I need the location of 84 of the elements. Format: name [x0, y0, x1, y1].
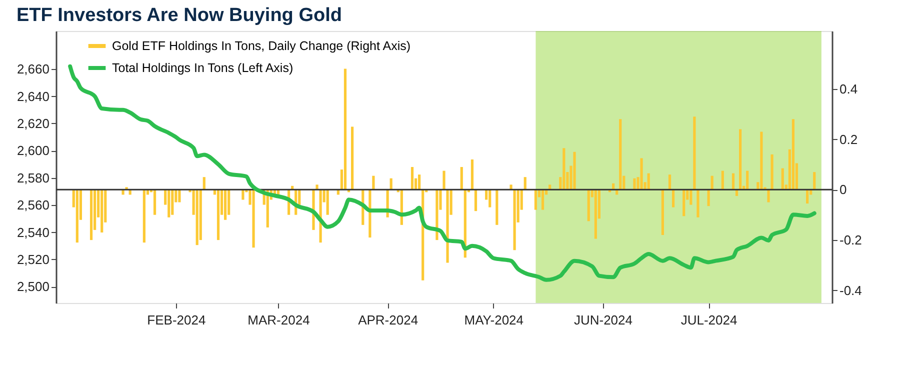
- bar: [707, 190, 710, 206]
- bar: [668, 174, 672, 190]
- bar: [350, 126, 354, 190]
- bar: [738, 129, 742, 190]
- x-tick-label: JUL-2024: [680, 312, 738, 328]
- y2-tick-label: 0.2: [840, 132, 858, 147]
- y-tick-label: 2,640: [16, 88, 50, 104]
- line-series: [68, 64, 816, 282]
- bar: [640, 158, 643, 190]
- y-tick-label: 2,560: [16, 198, 50, 213]
- bar: [647, 173, 650, 190]
- bar: [619, 119, 622, 190]
- y-tick-label: 2,520: [16, 252, 50, 267]
- bar: [562, 148, 566, 190]
- bar: [524, 177, 526, 190]
- bar: [470, 159, 474, 190]
- bar: [541, 190, 544, 210]
- bar: [710, 176, 714, 190]
- bar: [661, 190, 664, 235]
- bar: [153, 190, 156, 215]
- bar: [446, 190, 449, 263]
- bar: [806, 190, 809, 204]
- bar: [178, 190, 181, 202]
- x-tick-label: MAR-2024: [248, 312, 310, 328]
- legend-label: Gold ETF Holdings In Tons, Daily Change (Right Axis): [112, 39, 411, 53]
- bar: [488, 190, 492, 208]
- chart-title: ETF Investors Are Now Buying Gold: [16, 5, 342, 26]
- bar: [792, 119, 794, 190]
- bar: [196, 190, 198, 246]
- bar: [100, 190, 104, 232]
- y-tick-label: 2,540: [16, 224, 50, 240]
- bar: [573, 152, 576, 190]
- x-tick-label: MAY-2024: [464, 312, 524, 328]
- bar: [418, 174, 421, 190]
- bar: [410, 167, 414, 190]
- x-tick-label: FEB-2024: [147, 312, 206, 328]
- bar: [474, 190, 478, 212]
- bar: [460, 167, 463, 190]
- y-tick-label: 2,600: [16, 143, 50, 158]
- x-tick-label: JUN-2024: [574, 312, 632, 328]
- bar: [721, 170, 724, 190]
- x-tick-label: APR-2024: [358, 312, 418, 328]
- y-tick-label: 2,580: [16, 170, 50, 186]
- bar: [496, 190, 498, 225]
- bar: [633, 178, 636, 190]
- bar: [510, 184, 512, 190]
- bar: [534, 190, 538, 210]
- bar: [142, 190, 146, 243]
- bar: [344, 68, 347, 190]
- bar: [90, 190, 93, 240]
- y-tick-label: 2,500: [16, 279, 50, 294]
- y2-tick-label: -0.4: [840, 282, 862, 298]
- bar: [513, 190, 516, 250]
- bar: [672, 190, 675, 208]
- bar: [690, 190, 692, 205]
- bar: [587, 190, 590, 222]
- bar: [594, 190, 597, 239]
- bar: [76, 190, 78, 243]
- y2-tick-label: -0.2: [840, 232, 862, 248]
- bar: [171, 190, 174, 215]
- bar: [781, 168, 784, 190]
- bar: [372, 176, 375, 190]
- bar: [693, 116, 696, 190]
- bar: [168, 190, 170, 218]
- bar: [682, 190, 686, 216]
- bar: [767, 190, 770, 202]
- y-tick-label: 2,660: [16, 62, 50, 77]
- bar: [696, 190, 700, 218]
- legend-label: Total Holdings In Tons (Left Axis): [112, 61, 294, 75]
- bar: [326, 190, 329, 215]
- y2-tick-label: 0: [840, 182, 847, 198]
- y2-tick-label: 0.4: [840, 81, 858, 96]
- bar: [316, 184, 318, 190]
- bar: [732, 173, 735, 190]
- bar: [770, 154, 774, 190]
- bar: [813, 172, 816, 190]
- bar: [224, 190, 227, 220]
- bar: [442, 170, 446, 190]
- bar: [202, 177, 206, 190]
- y-tick-label: 2,620: [16, 116, 50, 131]
- bar: [746, 170, 749, 190]
- bar: [252, 190, 255, 248]
- bar: [216, 190, 220, 240]
- bar: [760, 132, 763, 190]
